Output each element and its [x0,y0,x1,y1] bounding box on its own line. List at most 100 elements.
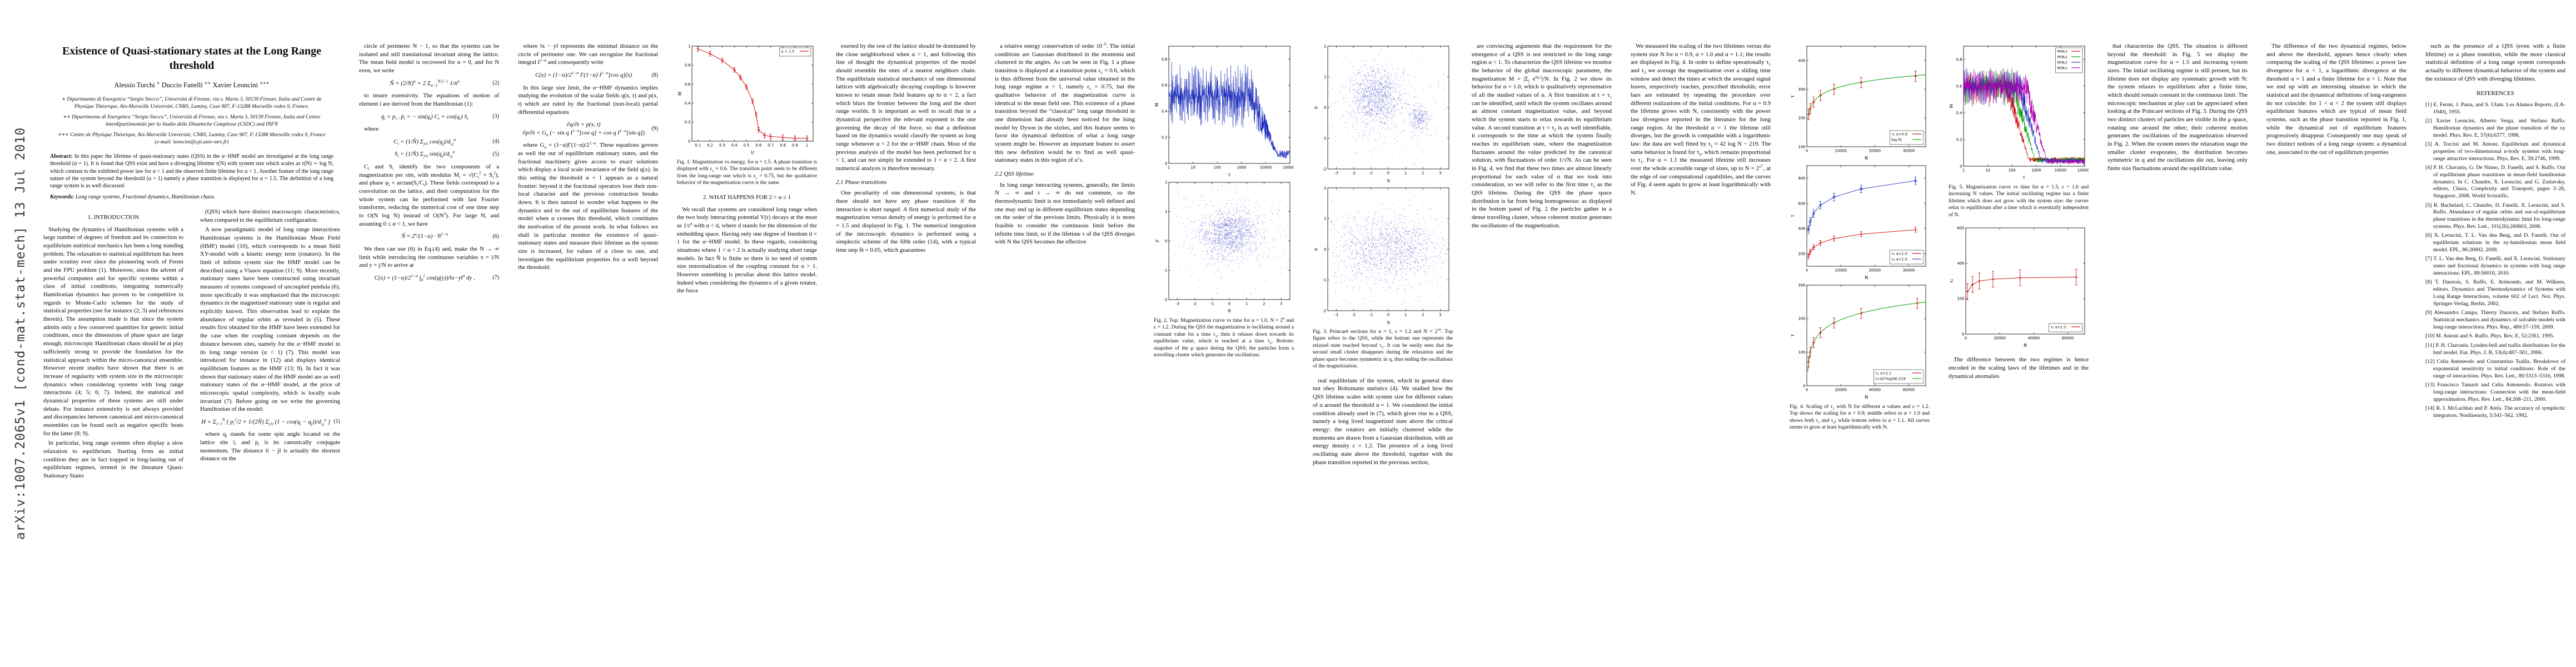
figure-5-caption: Fig. 5. Magnetization curve vs time for … [1949,184,2089,218]
svg-text:-1: -1 [1164,268,1168,273]
svg-text:1: 1 [1404,313,1407,317]
paragraph: In this large size limit, the α−HMF dyna… [518,84,658,116]
svg-text:0.6: 0.6 [755,143,761,148]
svg-text:3: 3 [1439,171,1441,176]
paragraph: Studying the dynamics of Hamiltonian sys… [43,226,183,437]
svg-text:0: 0 [1806,268,1808,273]
figure-1-caption: Fig. 1. Magnetization vs energy, for α =… [677,159,817,186]
svg-text:3: 3 [1280,302,1282,306]
svg-text:p: p [1154,240,1159,242]
svg-text:0.6: 0.6 [1956,84,1962,88]
svg-text:-2: -2 [1352,313,1356,317]
subsection-heading-2-2: 2.2 QSS lifetime [995,171,1034,178]
abstract-label: Abstract: [50,153,73,160]
svg-text:-1: -1 [1323,278,1327,282]
paragraph: where [364,126,379,133]
svg-text:10: 10 [1190,166,1195,170]
svg-text:-1: -1 [1210,302,1214,306]
figure-2-caption: Fig. 2. Top: Magnetization curve vs time… [1154,316,1294,359]
paragraph: where qi stands for some spin angle loca… [200,431,340,462]
svg-text:τ₁ α=1.0: τ₁ α=1.0 [1891,252,1907,256]
svg-text:60000: 60000 [1903,388,1915,392]
equation-2: Ñ = (2/N)α + 2 Σn=1N/2−1 1/nα (2) [390,78,499,88]
reference-item: [1] E. Fermi, J. Pasta, and S. Ulam. Los… [2425,102,2565,115]
svg-text:M(N₄): M(N₄) [2057,66,2067,71]
svg-text:N: N [1865,275,1868,280]
svg-text:0.2: 0.2 [1162,136,1168,140]
svg-text:0.6: 0.6 [1162,83,1168,88]
svg-text:0.7: 0.7 [768,143,774,148]
column-14: that characterize the QSS. The situation… [2107,42,2248,175]
svg-text:0: 0 [1965,336,1967,341]
column-10: are convincing arguments that the requir… [1472,42,1612,231]
paragraph: such as the presence of a QSS (even with… [2425,43,2565,82]
svg-text:0.6: 0.6 [685,82,691,87]
column-15: The difference of the two dynamical regi… [2266,42,2406,158]
paragraph: We measured the scaling of the two lifet… [1631,43,1771,197]
svg-text:1: 1 [1168,166,1170,170]
svg-text:60000: 60000 [2062,336,2074,341]
paragraph: The difference of the two dynamical regi… [2266,43,2406,156]
svg-text:N: N [1865,395,1868,400]
svg-text:0: 0 [1387,171,1389,176]
figure-1: 0.1 0.2 0.3 0.4 0.5 0.6 0.7 0.8 0.9 1 0 0.2 0.4 0.6 0.… [677,42,817,187]
svg-text:0.8: 0.8 [1162,57,1168,62]
svg-text:M(N₁): M(N₁) [2057,49,2067,54]
arxiv-stamp: arXiv:1007.2065v1 [cond-mat.stat-mech] 1… [0,0,41,667]
svg-text:10000: 10000 [1835,149,1847,153]
column-3: circle of perimeter N − 1, so that the s… [359,42,499,286]
equation-5: Si = (1/Ñ) Σj≠i sin(qj)/di,jα (5) [395,149,499,159]
svg-text:200: 200 [1957,297,1965,301]
equation-8: C(x) = (1−α)/21−α Γ(1−α) I1−α[cos q](x)(… [535,70,658,79]
svg-text:20000: 20000 [1994,336,2006,341]
fig5-lifetime-vs-N-chart: 0 20000 40000 60000 0 200 400 600 Nτ₁ τ₁ α=1.5 [1949,224,2089,350]
paragraph: are convincing arguments that the requir… [1472,43,1612,229]
svg-text:-2: -2 [1323,308,1327,313]
abstract: Abstract: In this paper the lifetime of … [50,153,333,190]
svg-text:20000: 20000 [1869,149,1881,153]
paragraph: The difference between the two regimes i… [1949,356,2089,380]
column-1: 1. INTRODUCTION Studying the dynamics of… [43,208,183,482]
column-2: (QSS) which have distinct macroscopic ch… [200,208,340,482]
svg-text:τ: τ [1790,334,1795,337]
svg-text:-3: -3 [1334,313,1338,317]
affiliation-1: ∗ Dipartimento di Energetica “Sergio Ste… [62,96,322,109]
svg-text:200: 200 [1798,252,1806,256]
equation-9: ∂q/∂t = p(x, t) ∂p/∂t = Gα (− sin q I1−α[… [522,121,658,137]
svg-text:M(N₂): M(N₂) [2057,55,2067,59]
svg-text:100: 100 [1798,145,1806,149]
svg-text:-3: -3 [1175,302,1179,306]
column-6: exerted by the rest of the lattice shoul… [836,42,976,256]
svg-text:0: 0 [1228,302,1230,306]
paragraph: to insure extensivity. The equations of … [359,92,499,107]
paragraph: that characterize the QSS. The situation… [2107,43,2248,172]
fig1-magnetization-vs-energy-chart: 0.1 0.2 0.3 0.4 0.5 0.6 0.7 0.8 0.9 1 0 0.2 0.4 0.6 0.… [677,42,817,156]
paragraph: In long range interacting systems, gener… [995,181,1135,246]
svg-text:0.8: 0.8 [1956,57,1962,62]
svg-text:0.1: 0.1 [695,143,701,148]
svg-text:-2: -2 [1193,302,1197,306]
svg-text:τ₁ α=1.5: τ₁ α=1.5 [2050,325,2066,330]
svg-text:3: 3 [1439,313,1441,317]
svg-text:q: q [1387,178,1390,183]
svg-text:20000: 20000 [1869,268,1881,273]
svg-text:200: 200 [1798,317,1806,321]
svg-text:1: 1 [806,143,808,148]
reference-item: [3] A. Torcini and M. Antoni. Equilibriu… [2425,141,2565,162]
svg-text:τ₁ α=0.9: τ₁ α=0.9 [1891,132,1907,137]
svg-text:1: 1 [1404,171,1407,176]
page-title: Existence of Quasi-stationary states at … [62,45,322,72]
svg-text:0.8: 0.8 [685,63,691,68]
svg-text:θ: θ [1228,308,1231,313]
column-9: -3 -2 -1 0 1 2 3 -2 -1 0 1 2 q p -3 -2 -1 0 1 2 3 -2 -1 0 1 2 q p … [1313,42,1453,468]
svg-text:2: 2 [1422,171,1424,176]
svg-text:0: 0 [1324,106,1326,110]
svg-text:2: 2 [1324,44,1326,48]
svg-text:0.9: 0.9 [792,143,798,148]
svg-text:300: 300 [1798,283,1806,287]
